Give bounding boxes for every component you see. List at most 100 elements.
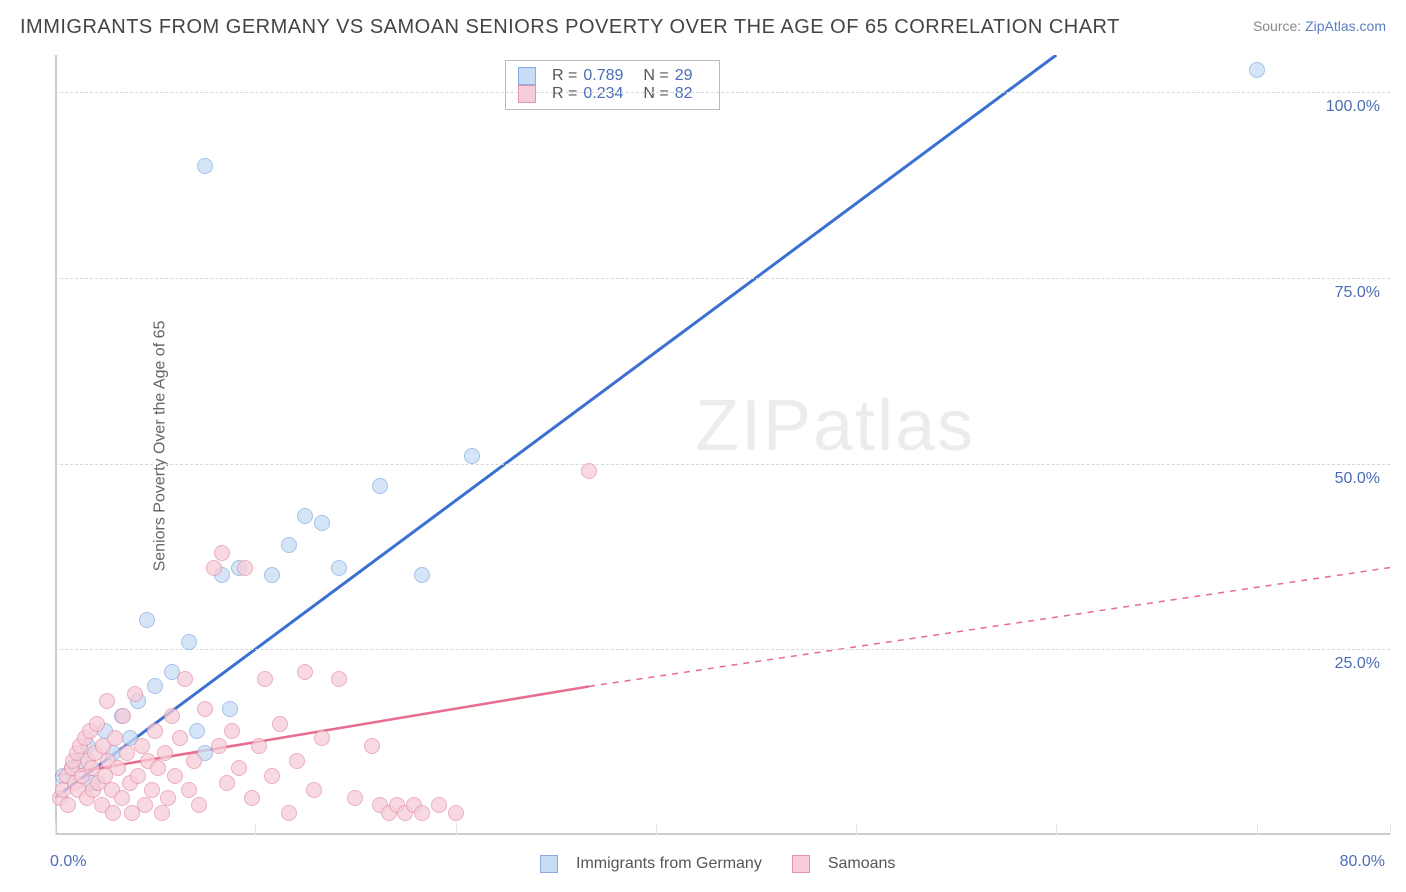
stat-r-key: R = [552, 85, 577, 103]
y-axis-line [55, 55, 57, 835]
scatter-point [306, 782, 322, 798]
scatter-point [127, 686, 143, 702]
plot-area: ZIPatlas R = 0.789 N = 29 R = 0.234 N = 82 25.0… [55, 55, 1390, 835]
scatter-point [314, 730, 330, 746]
stat-r-value: 0.789 [583, 67, 623, 85]
scatter-point [197, 701, 213, 717]
scatter-point [281, 537, 297, 553]
gridline-vertical [1390, 823, 1391, 835]
gridline-vertical [1056, 823, 1057, 835]
stat-n-value: 82 [675, 85, 693, 103]
scatter-point [211, 738, 227, 754]
scatter-point [448, 805, 464, 821]
scatter-point [157, 745, 173, 761]
stat-n-value: 29 [675, 67, 693, 85]
watermark: ZIPatlas [695, 385, 975, 467]
series-swatch [518, 67, 536, 85]
scatter-point [110, 760, 126, 776]
scatter-point [181, 782, 197, 798]
y-tick-label: 25.0% [1335, 655, 1380, 673]
scatter-point [206, 560, 222, 576]
scatter-point [581, 463, 597, 479]
scatter-point [331, 560, 347, 576]
scatter-point [237, 560, 253, 576]
scatter-point [297, 508, 313, 524]
scatter-point [197, 158, 213, 174]
scatter-point [119, 745, 135, 761]
source-link[interactable]: ZipAtlas.com [1305, 18, 1386, 34]
scatter-point [160, 790, 176, 806]
legend-bottom: Immigrants from Germany Samoans [540, 855, 895, 873]
y-tick-label: 50.0% [1335, 470, 1380, 488]
gridline-horizontal [55, 464, 1390, 465]
scatter-point [431, 797, 447, 813]
stats-row: R = 0.789 N = 29 [518, 67, 707, 85]
legend-label: Immigrants from Germany [576, 855, 762, 873]
legend-item: Samoans [792, 855, 896, 873]
gridline-vertical [255, 823, 256, 835]
scatter-point [150, 760, 166, 776]
scatter-point [244, 790, 260, 806]
stats-row: R = 0.234 N = 82 [518, 85, 707, 103]
scatter-point [137, 797, 153, 813]
stat-r-key: R = [552, 67, 577, 85]
legend-swatch [792, 855, 810, 873]
scatter-point [177, 671, 193, 687]
scatter-point [1249, 62, 1265, 78]
scatter-point [99, 693, 115, 709]
scatter-point [222, 701, 238, 717]
chart-title: IMMIGRANTS FROM GERMANY VS SAMOAN SENIOR… [20, 16, 1120, 39]
stat-r-value: 0.234 [583, 85, 623, 103]
scatter-point [154, 805, 170, 821]
gridline-vertical [55, 823, 56, 835]
gridline-horizontal [55, 278, 1390, 279]
scatter-point [114, 790, 130, 806]
y-tick-label: 100.0% [1326, 98, 1380, 116]
scatter-point [347, 790, 363, 806]
scatter-point [331, 671, 347, 687]
stat-n-key: N = [643, 85, 668, 103]
scatter-point [414, 567, 430, 583]
source-attribution: Source: ZipAtlas.com [1253, 18, 1386, 34]
scatter-point [186, 753, 202, 769]
scatter-point [107, 730, 123, 746]
scatter-point [272, 716, 288, 732]
scatter-point [105, 805, 121, 821]
legend-label: Samoans [828, 855, 896, 873]
chart-container: IMMIGRANTS FROM GERMANY VS SAMOAN SENIOR… [0, 0, 1406, 892]
gridline-vertical [656, 823, 657, 835]
gridline-horizontal [55, 92, 1390, 93]
scatter-point [264, 768, 280, 784]
scatter-point [115, 708, 131, 724]
source-prefix: Source: [1253, 18, 1305, 34]
scatter-point [164, 708, 180, 724]
gridline-vertical [856, 823, 857, 835]
scatter-point [214, 545, 230, 561]
scatter-point [297, 664, 313, 680]
scatter-point [139, 612, 155, 628]
scatter-point [372, 478, 388, 494]
stat-n-key: N = [643, 67, 668, 85]
scatter-point [231, 760, 247, 776]
gridline-vertical [456, 823, 457, 835]
legend-item: Immigrants from Germany [540, 855, 762, 873]
scatter-point [191, 797, 207, 813]
legend-swatch [540, 855, 558, 873]
scatter-point [172, 730, 188, 746]
scatter-point [130, 768, 146, 784]
scatter-point [189, 723, 205, 739]
y-tick-label: 75.0% [1335, 284, 1380, 302]
scatter-point [89, 716, 105, 732]
series-swatch [518, 85, 536, 103]
scatter-point [257, 671, 273, 687]
scatter-point [219, 775, 235, 791]
gridline-horizontal [55, 649, 1390, 650]
scatter-point [60, 797, 76, 813]
correlation-stats-box: R = 0.789 N = 29 R = 0.234 N = 82 [505, 60, 720, 110]
scatter-point [414, 805, 430, 821]
scatter-point [224, 723, 240, 739]
scatter-point [289, 753, 305, 769]
scatter-point [464, 448, 480, 464]
scatter-point [181, 634, 197, 650]
scatter-point [264, 567, 280, 583]
